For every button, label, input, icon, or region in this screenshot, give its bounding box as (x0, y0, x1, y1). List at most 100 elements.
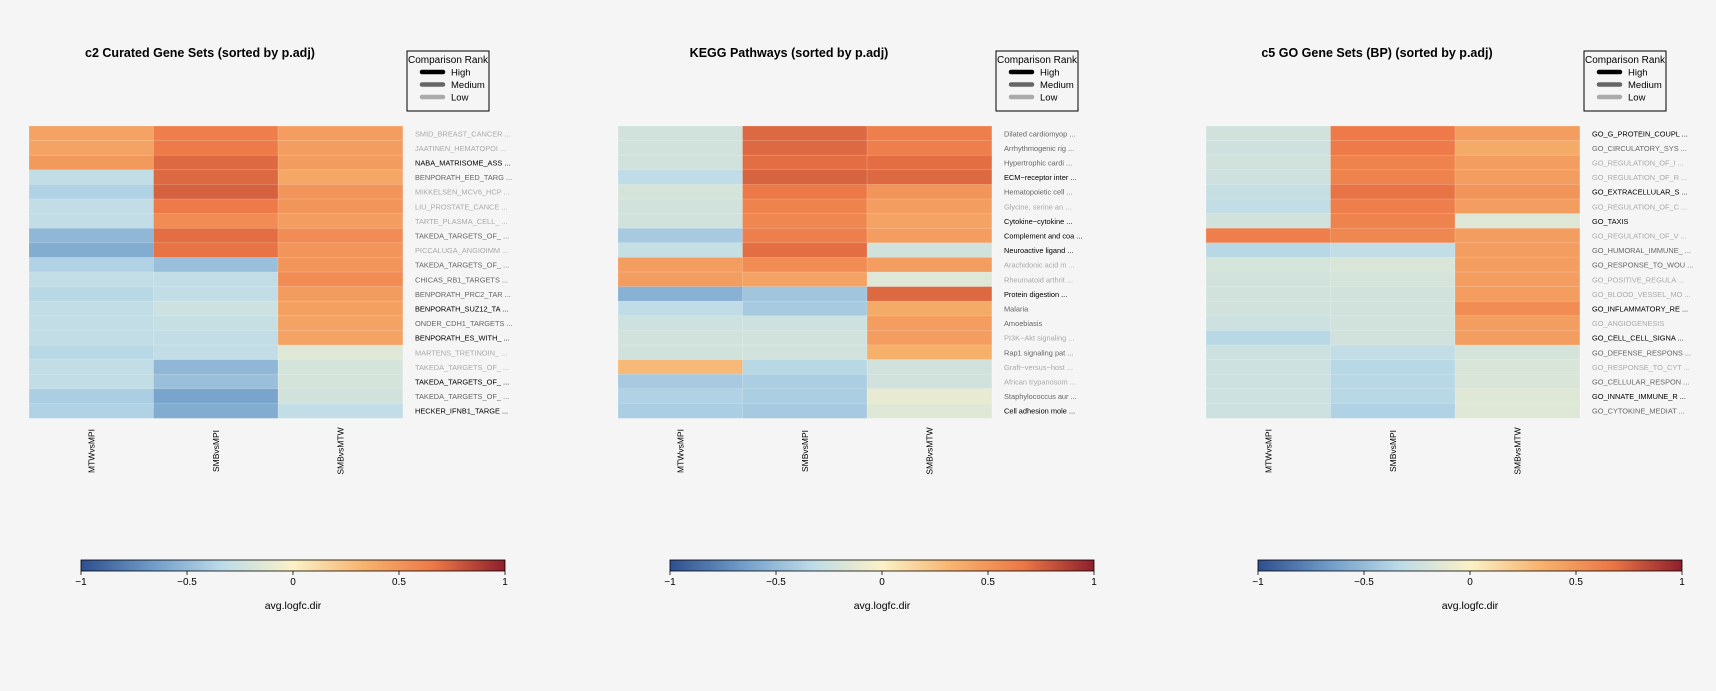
column-label: SMBvsMTW (1512, 427, 1522, 474)
heatmap-cell (617, 330, 744, 346)
heatmap-cell (153, 184, 279, 200)
row-label: GO_CIRCULATORY_SYS ... (1592, 144, 1687, 153)
heatmap-cell (1454, 373, 1581, 390)
heatmap-cell (866, 140, 993, 156)
heatmap-cell (1454, 257, 1581, 273)
heatmap-cell (28, 373, 155, 390)
heatmap-cell (866, 169, 993, 186)
column-label: MTWvsMPI (86, 429, 96, 473)
heatmap-cell (277, 344, 404, 361)
heatmap-cell (1330, 213, 1456, 229)
row-label: Neuroactive ligand ... (1004, 246, 1073, 255)
heatmap-cell (1454, 315, 1581, 332)
heatmap-cell (28, 271, 155, 288)
heatmap-cell (28, 125, 155, 142)
colorbar-tick-label: 1 (1091, 577, 1097, 588)
heatmap-cell (1330, 271, 1456, 288)
heatmap-cell (1205, 403, 1332, 419)
heatmap-cell (153, 373, 279, 390)
heatmap-cell (742, 140, 868, 156)
heatmap-cell (866, 154, 993, 171)
row-label: GO_TAXIS (1592, 217, 1628, 226)
heatmap-cell (742, 344, 868, 361)
heatmap-cell (617, 198, 744, 215)
heatmap-cell (1205, 286, 1332, 302)
legend-item: High (451, 68, 471, 79)
heatmap-cell (277, 300, 404, 317)
heatmap-cell (1330, 184, 1456, 200)
heatmap-panel-1: c2 Curated Gene Sets (sorted by p.adj) SM… (28, 46, 513, 612)
column-label: SMBvsMPI (1388, 430, 1398, 472)
row-label: BENPORATH_SUZ12_TA ... (415, 305, 508, 314)
heatmap-cell (153, 213, 279, 229)
heatmap-cell (866, 227, 993, 244)
heatmap-cell (28, 286, 155, 302)
heatmap-cell (742, 169, 868, 186)
row-label: BENPORATH_ES_WITH_ ... (415, 334, 510, 343)
row-label: MARTENS_TRETINOIN_ ... (415, 348, 507, 357)
colorbar-tick-label: 0.5 (981, 577, 995, 588)
row-label: GO_REGULATION_OF_I ... (1592, 159, 1684, 168)
row-label: GO_DEFENSE_RESPONS ... (1592, 348, 1691, 357)
heatmap-cell (742, 213, 868, 229)
row-label: PICCALUGA_ANGIOIMM ... (415, 246, 508, 255)
colorbar (1257, 559, 1683, 572)
row-label: TAKEDA_TARGETS_OF_ ... (415, 232, 509, 241)
row-label: CHICAS_RB1_TARGETS ... (415, 275, 508, 284)
heatmap-cell (277, 330, 404, 346)
heatmap-cell (742, 300, 868, 317)
heatmap-cell (277, 213, 404, 229)
heatmap-cell (153, 344, 279, 361)
heatmap-cell (28, 198, 155, 215)
heatmap-cell (742, 403, 868, 419)
heatmap-cell (1330, 125, 1456, 142)
heatmap-cell (866, 271, 993, 288)
heatmap-cell (742, 286, 868, 302)
heatmap-cell (1205, 184, 1332, 200)
colorbar-label: avg.logfc.dir (854, 600, 911, 612)
row-label: GO_G_PROTEIN_COUPL ... (1592, 129, 1688, 138)
chart-title: c2 Curated Gene Sets (sorted by p.adj) (85, 46, 315, 60)
heatmap-cell (1454, 140, 1581, 156)
row-label: SMID_BREAST_CANCER ... (415, 129, 511, 138)
heatmap-cell (153, 198, 279, 215)
row-label: TAKEDA_TARGETS_OF_ ... (415, 378, 509, 387)
heatmap-cell (617, 125, 744, 142)
heatmap-cell (153, 315, 279, 332)
row-label: GO_RESPONSE_TO_WOU ... (1592, 261, 1693, 270)
legend-item: High (1040, 68, 1060, 79)
legend-title: Comparison Rank (408, 55, 489, 66)
heatmap-cell (1454, 300, 1581, 317)
heatmap-cell (617, 140, 744, 156)
heatmap-cell (1205, 227, 1332, 244)
heatmap-panel-3: c5 GO Gene Sets (BP) (sorted by p.adj) GO… (1205, 46, 1693, 612)
heatmap-cell (1454, 330, 1581, 346)
legend-box (995, 50, 1079, 112)
heatmap-cell (1205, 257, 1332, 273)
row-label: GO_EXTRACELLULAR_S ... (1592, 188, 1688, 197)
colorbar-tick-label: −0.5 (766, 577, 786, 588)
row-label: Rap1 signaling pat ... (1004, 348, 1073, 357)
heatmap-cell (277, 388, 404, 405)
heatmap-cell (1205, 344, 1332, 361)
column-label: MTWvsMPI (675, 429, 685, 473)
heatmap-cell (617, 169, 744, 186)
colorbar-tick-label: 0 (290, 577, 296, 588)
legend-item: High (1628, 68, 1648, 79)
heatmap-cell (1454, 388, 1581, 405)
colorbar-tick-label: −1 (664, 577, 676, 588)
heatmap-cell (1454, 403, 1581, 419)
heatmap-cell (28, 184, 155, 200)
heatmap-cell (277, 359, 404, 375)
heatmap-cell (277, 198, 404, 215)
heatmap-cell (277, 271, 404, 288)
heatmap-cell (742, 271, 868, 288)
heatmap-cell (1454, 344, 1581, 361)
heatmap-cell (742, 257, 868, 273)
column-label: SMBvsMTW (335, 427, 345, 474)
row-label: Arrhythmogenic rig ... (1004, 144, 1074, 153)
row-label: GO_BLOOD_VESSEL_MO ... (1592, 290, 1691, 299)
heatmap-cell (1330, 330, 1456, 346)
heatmap-cell (1205, 271, 1332, 288)
heatmap-cell (28, 300, 155, 317)
